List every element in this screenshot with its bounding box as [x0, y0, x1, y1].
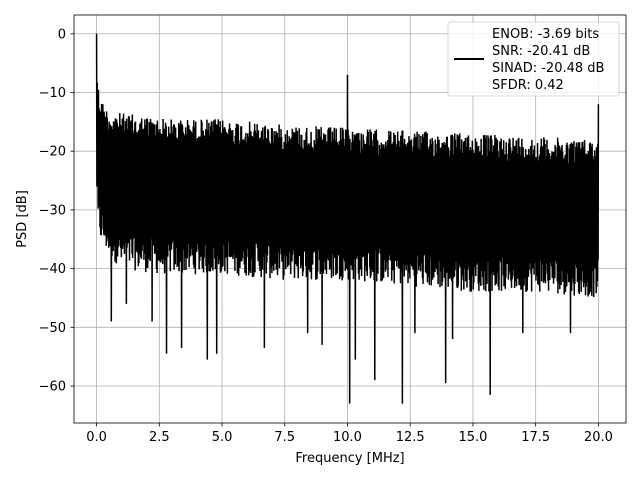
- x-tick-label: 5.0: [212, 430, 233, 445]
- legend-enob: ENOB: -3.69 bits: [492, 27, 599, 42]
- axes-frame: [73, 14, 627, 424]
- y-tick-label: −30: [39, 203, 66, 218]
- legend-box: [447, 21, 620, 97]
- legend-snr: SNR: -20.41 dB: [492, 44, 590, 59]
- x-axis-ticks: 0.0 2.5 5.0 7.5 10.0 12.5 15.0 17.5 20.0: [86, 423, 613, 445]
- y-tick-label: −60: [39, 380, 66, 395]
- x-tick-label: 10.0: [333, 430, 362, 445]
- y-tick-label: −40: [39, 262, 66, 277]
- x-tick-label: 20.0: [584, 430, 613, 445]
- y-axis-label: PSD [dB]: [15, 190, 30, 248]
- x-tick-label: 0.0: [86, 430, 107, 445]
- y-tick-label: −20: [39, 145, 66, 160]
- y-tick-label: −10: [39, 86, 66, 101]
- legend-sfdr: SFDR: 0.42: [492, 78, 564, 93]
- x-tick-label: 17.5: [521, 430, 550, 445]
- x-tick-label: 2.5: [149, 430, 170, 445]
- legend: ENOB: -3.69 bits SNR: -20.41 dB SINAD: -…: [447, 21, 620, 97]
- x-tick-label: 12.5: [396, 430, 425, 445]
- y-tick-label: 0: [58, 27, 66, 42]
- x-axis-label: Frequency [MHz]: [295, 451, 404, 466]
- y-axis-ticks: 0 −10 −20 −30 −40 −50 −60: [39, 27, 74, 395]
- legend-sinad: SINAD: -20.48 dB: [492, 61, 604, 76]
- x-tick-label: 15.0: [458, 430, 487, 445]
- psd-series-line: [95, 33, 600, 404]
- x-tick-label: 7.5: [274, 430, 295, 445]
- y-tick-label: −50: [39, 321, 66, 336]
- plot-area: [95, 33, 600, 404]
